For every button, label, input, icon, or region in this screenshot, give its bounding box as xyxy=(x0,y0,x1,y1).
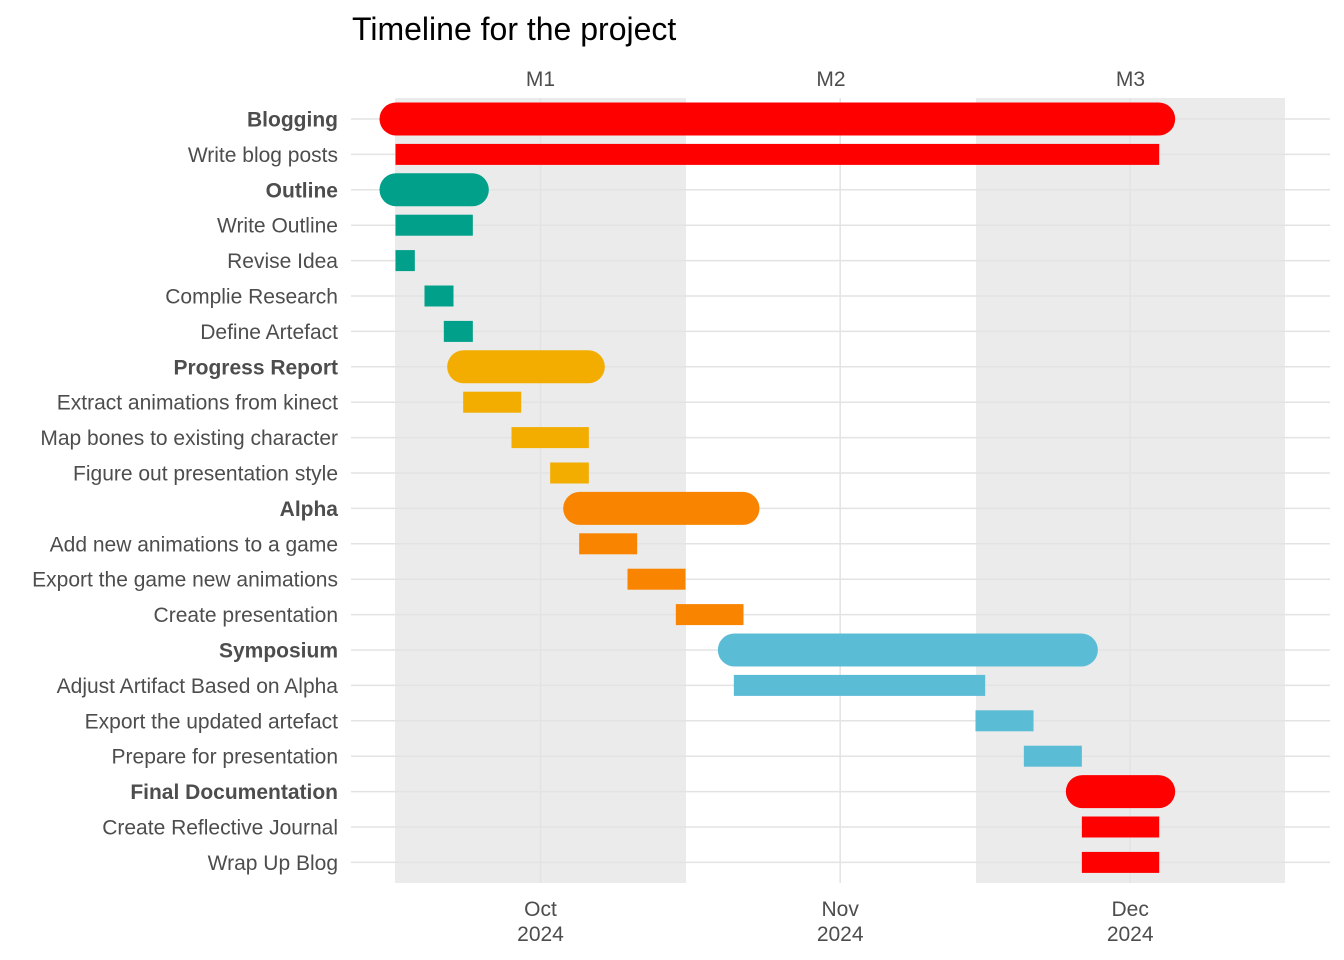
task-bar xyxy=(627,568,686,590)
group-bar xyxy=(447,350,605,384)
task-bar xyxy=(1081,851,1160,873)
task-bar xyxy=(550,462,589,484)
task-label: Complie Research xyxy=(165,286,338,309)
milestone-label: M3 xyxy=(1116,68,1145,91)
task-label: Figure out presentation style xyxy=(73,463,338,486)
bars-layer xyxy=(379,102,1176,873)
milestone-label: M1 xyxy=(526,68,555,91)
task-bar xyxy=(395,214,473,236)
x-tick-label-year: 2024 xyxy=(817,923,864,946)
task-label: Create presentation xyxy=(154,604,338,627)
group-label: Final Documentation xyxy=(130,781,338,804)
chart-title: Timeline for the project xyxy=(352,11,676,47)
group-label: Blogging xyxy=(247,109,338,132)
task-label: Write blog posts xyxy=(188,144,338,167)
group-bar xyxy=(1065,775,1176,809)
task-bar xyxy=(675,604,744,626)
x-tick-label-month: Nov xyxy=(821,898,859,921)
group-bar xyxy=(379,102,1176,136)
task-bar xyxy=(463,391,522,413)
task-bar xyxy=(511,427,589,449)
task-bar xyxy=(395,143,1160,165)
task-label: Adjust Artifact Based on Alpha xyxy=(57,675,339,698)
task-label: Map bones to existing character xyxy=(40,427,338,450)
group-label: Outline xyxy=(266,179,338,202)
task-label: Prepare for presentation xyxy=(112,746,338,769)
group-label: Alpha xyxy=(280,498,339,521)
milestone-labels-layer: M1 M2 M3 xyxy=(526,68,1145,91)
task-label: Write Outline xyxy=(217,215,338,238)
x-tick-label-year: 2024 xyxy=(1107,923,1154,946)
task-bar xyxy=(395,250,415,272)
group-label: Symposium xyxy=(219,640,338,663)
group-bar xyxy=(379,173,489,207)
task-bar xyxy=(1023,745,1082,767)
row-labels-layer: Blogging Write blog posts Outline Write Out… xyxy=(32,109,338,875)
task-label: Extract animations from kinect xyxy=(57,392,338,415)
task-label: Revise Idea xyxy=(227,250,338,273)
task-bar xyxy=(1081,816,1160,838)
task-bar xyxy=(443,320,473,342)
group-label: Progress Report xyxy=(173,356,338,379)
task-label: Add new animations to a game xyxy=(50,533,338,556)
task-bar xyxy=(733,674,986,696)
milestone-label: M2 xyxy=(816,68,845,91)
x-tick-label-year: 2024 xyxy=(517,923,564,946)
task-bar xyxy=(424,285,454,307)
group-bar xyxy=(563,491,760,525)
task-label: Define Artefact xyxy=(200,321,338,344)
task-label: Wrap Up Blog xyxy=(208,852,338,875)
gridlines-layer xyxy=(351,98,1330,883)
x-tick-label-month: Dec xyxy=(1112,898,1149,921)
task-bar xyxy=(579,533,638,555)
task-bar xyxy=(975,710,1034,732)
x-tick-label-month: Oct xyxy=(524,898,557,921)
task-label: Export the game new animations xyxy=(32,569,338,592)
task-label: Export the updated artefact xyxy=(85,710,338,733)
group-bar xyxy=(717,633,1098,667)
task-label: Create Reflective Journal xyxy=(102,817,338,840)
